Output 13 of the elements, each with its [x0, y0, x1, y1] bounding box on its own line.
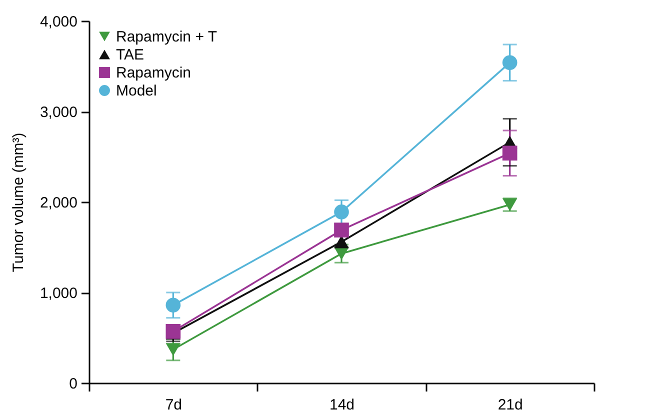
y-axis-title: Tumor volume (mm³) — [10, 132, 27, 272]
x-tick-label: 7d — [165, 396, 182, 414]
y-tick-label: 0 — [69, 376, 78, 392]
legend-label: Rapamycin — [116, 64, 192, 82]
x-tick-label: 14d — [329, 396, 355, 414]
y-tick-label: 4,000 — [40, 14, 78, 30]
legend-label: TAE — [116, 46, 144, 64]
x-tick-label: 21d — [498, 396, 523, 414]
legend-label: Model — [116, 82, 157, 100]
y-tick-label: 1,000 — [40, 285, 78, 302]
y-tick-label: 2,000 — [40, 194, 78, 212]
y-tick-label: 3,000 — [40, 104, 78, 121]
legend-label: Rapamycin + T — [116, 28, 218, 46]
